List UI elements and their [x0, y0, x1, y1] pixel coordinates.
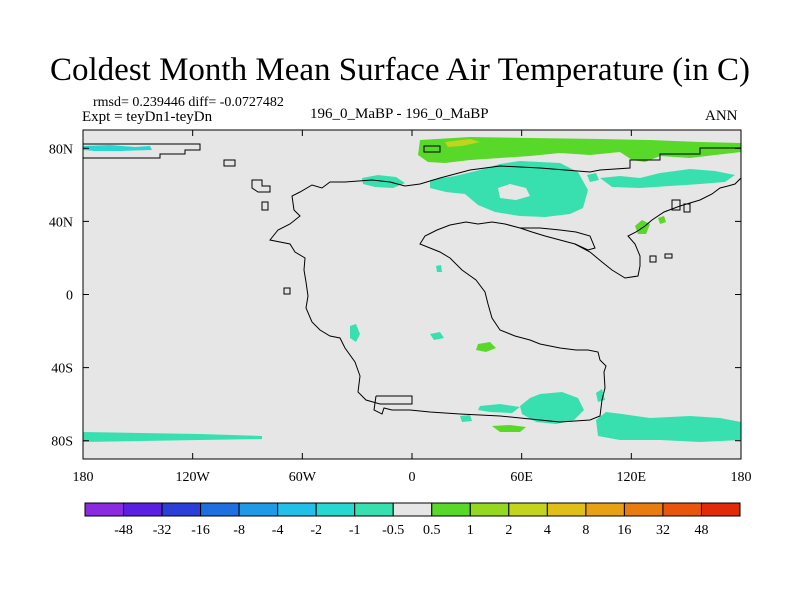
colorbar-label: 1 [467, 523, 474, 538]
anomaly-region [83, 432, 262, 442]
experiment-line: Expt = teyDn1-teyDn [82, 109, 213, 125]
anomaly-region [436, 265, 442, 272]
anomaly-region [445, 139, 480, 147]
colorbar-label: 2 [505, 523, 512, 538]
anomaly-region [418, 137, 741, 163]
anomaly-region [476, 342, 496, 352]
colorbar-label: -48 [114, 523, 133, 538]
chart-title: Coldest Month Mean Surface Air Temperatu… [50, 52, 750, 88]
colorbar-swatch [277, 502, 317, 517]
coastline [283, 287, 291, 295]
coastline [649, 255, 657, 263]
colorbar-label: -2 [310, 523, 322, 538]
x-tick-label: 60E [510, 470, 533, 485]
anomaly-region [520, 392, 584, 424]
colorbar-swatch [700, 502, 741, 517]
coastline [269, 147, 741, 405]
colorbar-label: -0.5 [382, 523, 404, 538]
colorbar-swatch [431, 502, 471, 517]
colorbar-swatch [392, 502, 433, 517]
coastline [261, 201, 269, 211]
coastline [520, 227, 596, 251]
x-tick-label: 180 [73, 470, 94, 485]
anomaly-region [83, 145, 152, 151]
colorbar-label: -4 [272, 523, 284, 538]
coastline [373, 177, 741, 423]
colorbar-label: 16 [617, 523, 631, 538]
case-line: 196_0_MaBP - 196_0_MaBP [310, 106, 489, 122]
colorbar-swatch [200, 502, 240, 517]
x-tick-label: 0 [409, 470, 416, 485]
anomaly-region [596, 412, 741, 442]
coastline [251, 179, 271, 193]
coastline [223, 159, 236, 167]
colorbar-label: -8 [233, 523, 245, 538]
anomaly-region [600, 169, 735, 188]
axes: 180 120W 60W 0 60E 120E 180 80N 40N 0 40S 80S [49, 130, 752, 485]
coastline [671, 199, 681, 211]
season-label: ANN [705, 108, 738, 124]
x-tick-label: 60W [289, 470, 317, 485]
y-tick-label: 0 [66, 289, 73, 304]
y-tick-label: 40S [51, 362, 73, 377]
colorbar-label: 32 [656, 523, 670, 538]
colorbar-label: 8 [582, 523, 589, 538]
anomaly-region [492, 425, 526, 432]
colorbar-swatch [84, 502, 125, 517]
colorbar-swatch [546, 502, 587, 517]
x-tick-label: 120W [176, 470, 211, 485]
x-tick-label: 180 [731, 470, 752, 485]
y-tick-label: 40N [49, 215, 73, 230]
colorbar-label: 4 [544, 523, 551, 538]
coastline [664, 253, 673, 259]
y-tick-label: 80S [51, 435, 73, 450]
coastline [423, 145, 441, 153]
colorbar-swatch [508, 502, 548, 517]
colorbar-label: -32 [153, 523, 172, 538]
colorbar-swatch [238, 502, 279, 517]
x-tick-label: 120E [617, 470, 647, 485]
anomaly-layer [83, 137, 741, 442]
colorbar: -48 -32 -16 -8 -4 -2 -1 -0.5 0.5 1 2 4 8 16 32 48 [84, 502, 741, 538]
colorbar-swatch [354, 502, 394, 517]
colorbar-swatch [469, 502, 510, 517]
anomaly-region [350, 324, 360, 342]
colorbar-label: -1 [349, 523, 361, 538]
anomaly-region [430, 332, 444, 340]
colorbar-swatch [585, 502, 625, 517]
continent-outlines [83, 143, 741, 423]
colorbar-swatch [662, 502, 702, 517]
colorbar-swatch [123, 502, 163, 517]
stats-line: rmsd= 0.239446 diff= -0.0727482 [93, 95, 284, 110]
colorbar-label: 48 [694, 523, 708, 538]
anomaly-region [478, 404, 520, 413]
colorbar-swatch [623, 502, 664, 517]
y-tick-label: 80N [49, 142, 73, 157]
colorbar-swatch [315, 502, 356, 517]
anomaly-region [658, 216, 666, 224]
coastline [683, 203, 691, 213]
anomaly-region [587, 173, 599, 182]
anomaly-region [498, 184, 530, 200]
coastline [83, 143, 201, 159]
anomaly-region [460, 415, 472, 422]
colorbar-label: -16 [191, 523, 210, 538]
colorbar-swatch [161, 502, 202, 517]
colorbar-label: 0.5 [423, 523, 441, 538]
